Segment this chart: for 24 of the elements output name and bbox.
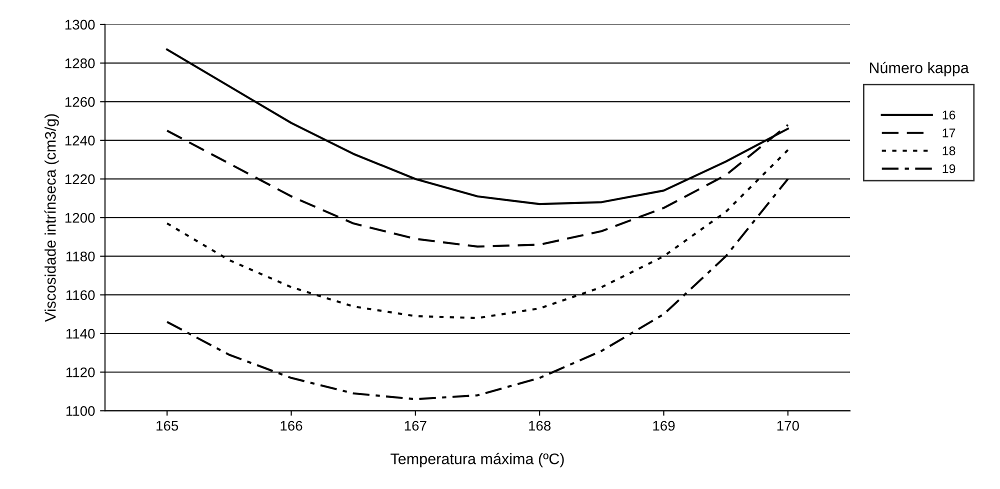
- x-tick-label: 165: [156, 420, 178, 431]
- y-tick-label: 1240: [65, 136, 95, 146]
- legend-label: 18: [942, 146, 956, 156]
- y-tick-label: 1180: [66, 252, 95, 262]
- legend-title: Número kappa: [870, 62, 969, 76]
- y-tick-label: 1260: [65, 97, 95, 107]
- x-tick-label: 169: [653, 420, 675, 431]
- x-tick-label: 167: [404, 420, 426, 431]
- x-tick-label: 166: [280, 420, 302, 431]
- legend-label: 19: [942, 164, 956, 174]
- y-tick-label: 1300: [65, 20, 95, 30]
- y-tick-label: 1140: [66, 328, 95, 339]
- y-tick-label: 1120: [66, 367, 95, 378]
- y-tick-label: 1160: [66, 290, 95, 300]
- y-tick-label: 1100: [66, 406, 95, 416]
- x-axis-title: Temperatura máxima (ºC): [390, 452, 564, 468]
- y-axis-title: Viscosidade intrínseca (cm3/g): [44, 114, 59, 322]
- y-tick-label: 1220: [65, 174, 95, 184]
- legend-label: 17: [942, 128, 956, 138]
- y-tick-label: 1200: [65, 212, 95, 223]
- y-tick-label: 1280: [65, 58, 95, 68]
- x-tick-label: 168: [529, 420, 551, 431]
- legend-label: 16: [942, 110, 956, 120]
- x-tick-label: 170: [777, 420, 799, 431]
